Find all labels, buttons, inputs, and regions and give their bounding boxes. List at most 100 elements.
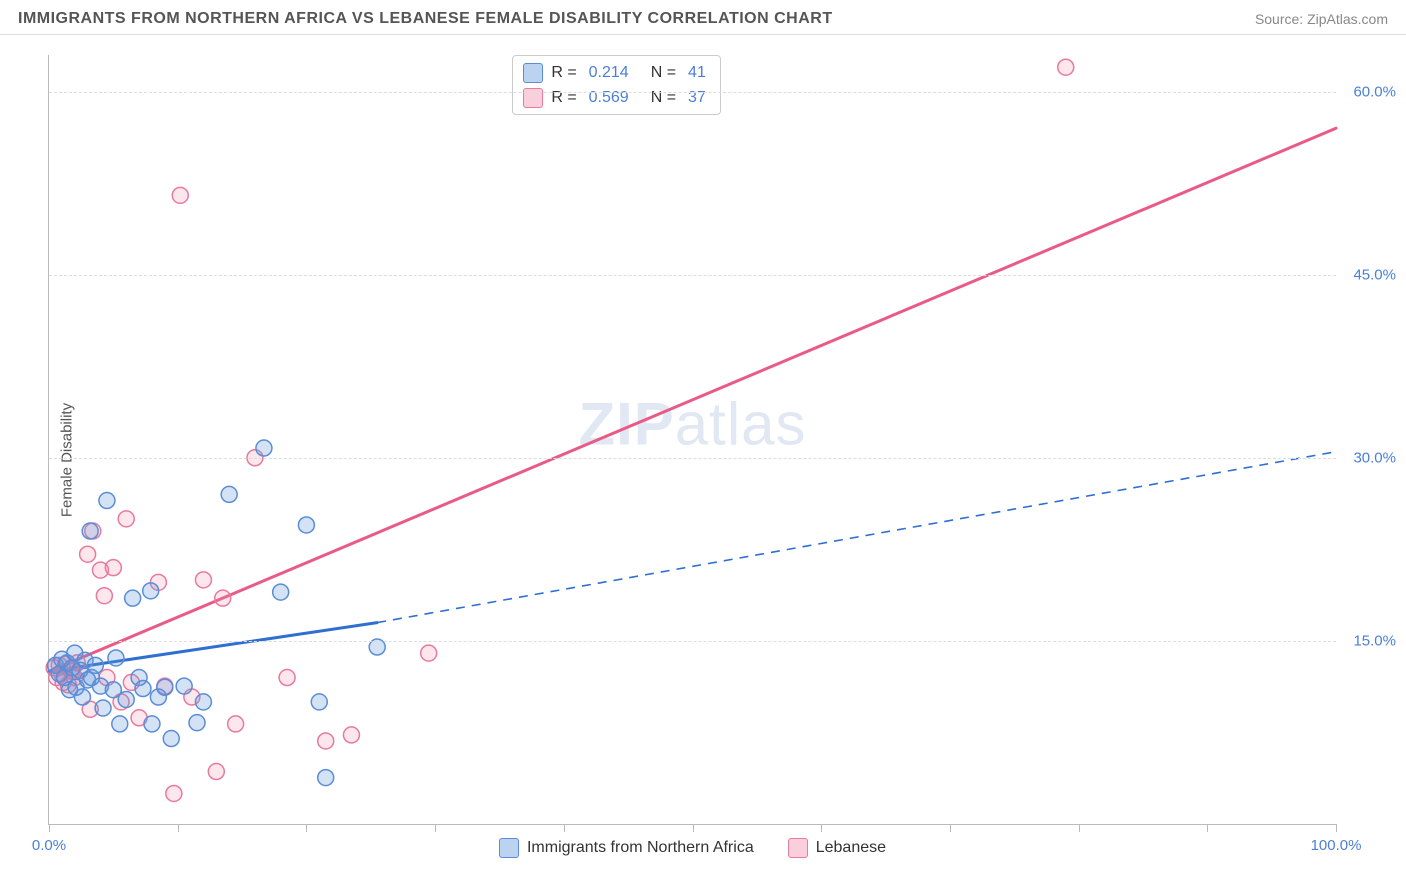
- n-label-2: N =: [651, 85, 676, 110]
- watermark-atlas: atlas: [675, 391, 807, 458]
- data-point: [221, 486, 237, 502]
- data-point: [83, 670, 99, 686]
- data-point: [105, 560, 121, 576]
- data-point: [112, 716, 128, 732]
- legend-swatch-blue: [499, 838, 519, 858]
- n-label: N =: [651, 60, 676, 85]
- stats-legend: R = 0.214 N = 41 R = 0.569 N = 37: [512, 55, 721, 115]
- data-point: [51, 666, 67, 682]
- data-point: [68, 679, 84, 695]
- chart-svg: [49, 55, 1336, 824]
- data-point: [77, 652, 93, 668]
- pink-n: 37: [688, 85, 706, 110]
- gridline: [49, 641, 1336, 642]
- data-point: [55, 674, 71, 690]
- chart-header: IMMIGRANTS FROM NORTHERN AFRICA VS LEBAN…: [0, 0, 1406, 35]
- data-point: [92, 562, 108, 578]
- data-point: [157, 679, 173, 695]
- x-tick: [950, 824, 951, 832]
- y-tick-label: 45.0%: [1353, 266, 1396, 283]
- y-tick-label: 30.0%: [1353, 449, 1396, 466]
- data-point: [96, 588, 112, 604]
- data-point: [118, 511, 134, 527]
- plot-area: ZIPatlas R = 0.214 N = 41 R = 0.569 N = …: [48, 55, 1336, 825]
- data-point: [311, 694, 327, 710]
- data-point: [118, 691, 134, 707]
- data-point: [195, 572, 211, 588]
- data-point: [184, 689, 200, 705]
- data-point: [99, 493, 115, 509]
- legend-item-blue: Immigrants from Northern Africa: [499, 838, 754, 858]
- data-point: [60, 677, 76, 693]
- x-tick: [693, 824, 694, 832]
- chart-source: Source: ZipAtlas.com: [1255, 11, 1388, 27]
- data-point: [166, 785, 182, 801]
- x-tick: [49, 824, 50, 832]
- legend-item-pink: Lebanese: [788, 838, 886, 858]
- data-point: [82, 523, 98, 539]
- data-point: [189, 715, 205, 731]
- x-tick: [1207, 824, 1208, 832]
- chart-container: Female Disability ZIPatlas R = 0.214 N =…: [0, 35, 1406, 885]
- data-point: [59, 655, 75, 671]
- y-tick-label: 60.0%: [1353, 83, 1396, 100]
- data-point: [105, 682, 121, 698]
- y-tick-label: 15.0%: [1353, 632, 1396, 649]
- watermark-zip: ZIP: [578, 391, 674, 458]
- gridline: [49, 92, 1336, 93]
- data-point: [54, 666, 70, 682]
- stats-row-pink: R = 0.569 N = 37: [523, 85, 710, 110]
- data-point: [54, 651, 70, 667]
- data-point: [99, 670, 115, 686]
- blue-r: 0.214: [589, 60, 629, 85]
- data-point: [46, 660, 62, 676]
- data-point: [208, 764, 224, 780]
- data-point: [80, 546, 96, 562]
- data-point: [172, 187, 188, 203]
- data-point: [47, 657, 63, 673]
- data-point: [58, 656, 74, 672]
- data-point: [131, 670, 147, 686]
- data-point: [49, 670, 65, 686]
- data-point: [421, 645, 437, 661]
- x-label-end: 100.0%: [1311, 837, 1362, 854]
- swatch-blue: [523, 63, 543, 83]
- data-point: [67, 645, 83, 661]
- data-point: [74, 689, 90, 705]
- data-point: [51, 657, 67, 673]
- chart-title: IMMIGRANTS FROM NORTHERN AFRICA VS LEBAN…: [18, 10, 833, 28]
- data-point: [343, 727, 359, 743]
- data-point: [72, 662, 88, 678]
- x-tick: [1079, 824, 1080, 832]
- data-point: [113, 694, 129, 710]
- swatch-pink: [523, 88, 543, 108]
- x-tick: [178, 824, 179, 832]
- data-point: [92, 678, 108, 694]
- data-point: [318, 770, 334, 786]
- data-point: [131, 710, 147, 726]
- data-point: [256, 440, 272, 456]
- data-point: [157, 678, 173, 694]
- data-point: [64, 660, 80, 676]
- r-label: R =: [551, 60, 576, 85]
- x-tick: [564, 824, 565, 832]
- watermark: ZIPatlas: [578, 390, 806, 459]
- gridline: [49, 275, 1336, 276]
- data-point: [56, 670, 72, 686]
- data-point: [64, 663, 80, 679]
- data-point: [195, 694, 211, 710]
- data-point: [228, 716, 244, 732]
- r-label-2: R =: [551, 85, 576, 110]
- stats-row-blue: R = 0.214 N = 41: [523, 60, 710, 85]
- data-point: [150, 689, 166, 705]
- x-tick: [306, 824, 307, 832]
- gridline: [49, 458, 1336, 459]
- data-point: [125, 590, 141, 606]
- data-point: [108, 650, 124, 666]
- data-point: [69, 655, 85, 671]
- legend-swatch-pink: [788, 838, 808, 858]
- trend-line: [49, 128, 1336, 671]
- data-point: [85, 523, 101, 539]
- data-point: [279, 670, 295, 686]
- data-point: [87, 657, 103, 673]
